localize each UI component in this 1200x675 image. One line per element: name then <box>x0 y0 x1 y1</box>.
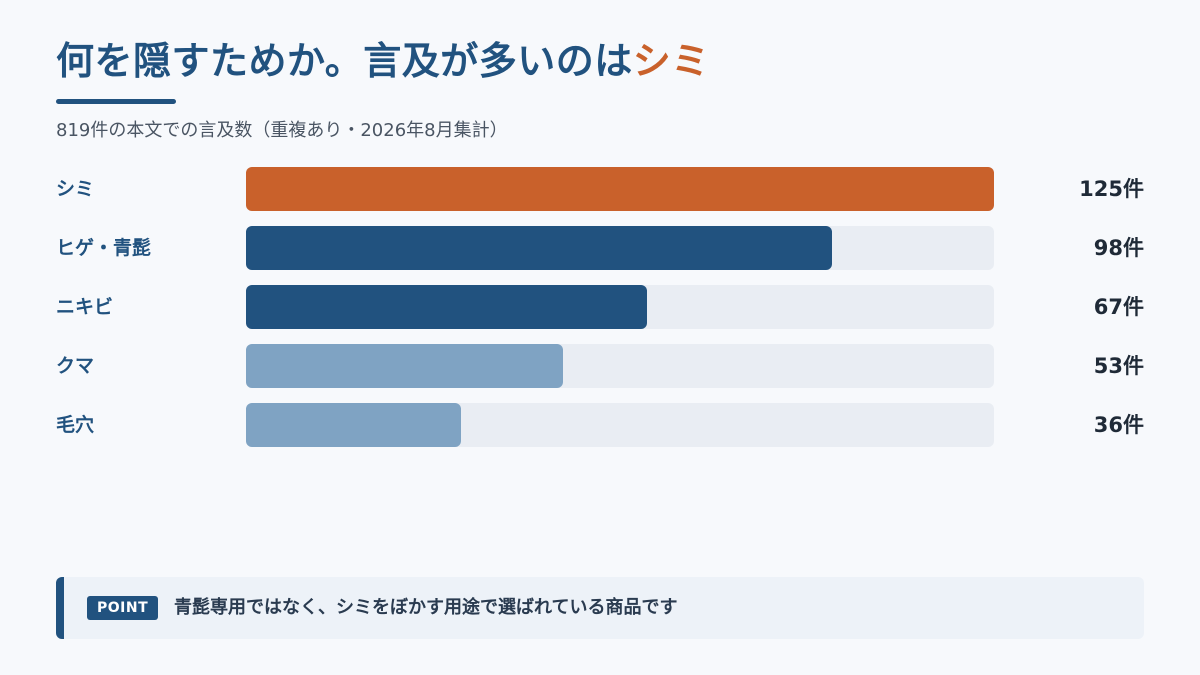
title-accent: シミ <box>632 39 710 83</box>
bar-track <box>246 167 994 211</box>
bar <box>246 167 994 211</box>
category-label: シミ <box>56 178 95 200</box>
bar <box>246 344 563 388</box>
bar-track <box>246 344 994 388</box>
point-badge: POINT <box>87 596 159 620</box>
value-label: 98件 <box>1093 236 1144 260</box>
title-main: 何を隠すためか。言及が多いのは <box>56 39 633 83</box>
value-label: 125件 <box>1079 177 1144 201</box>
bar-track <box>246 403 994 447</box>
title-underline <box>56 99 176 104</box>
bar-track <box>246 226 994 270</box>
category-label: 毛穴 <box>56 414 95 436</box>
value-label: 36件 <box>1093 413 1144 437</box>
value-label: 53件 <box>1093 354 1144 378</box>
chart-subtitle: 819件の本文での言及数（重複あり・2026年8月集計） <box>56 120 508 141</box>
bar <box>246 226 832 270</box>
bar <box>246 285 647 329</box>
page-title: 何を隠すためか。言及が多いのはシミ <box>56 30 710 85</box>
value-label: 67件 <box>1093 295 1144 319</box>
bar-track <box>246 285 994 329</box>
category-label: ニキビ <box>56 296 114 318</box>
category-label: クマ <box>56 355 95 377</box>
point-text: 青髭専用ではなく、シミをぼかす用途で選ばれている商品です <box>174 597 678 618</box>
category-label: ヒゲ・青髭 <box>56 237 152 259</box>
point-callout: POINT 青髭専用ではなく、シミをぼかす用途で選ばれている商品です <box>56 577 1144 639</box>
callout-accent-edge <box>56 577 64 639</box>
bar <box>246 403 461 447</box>
